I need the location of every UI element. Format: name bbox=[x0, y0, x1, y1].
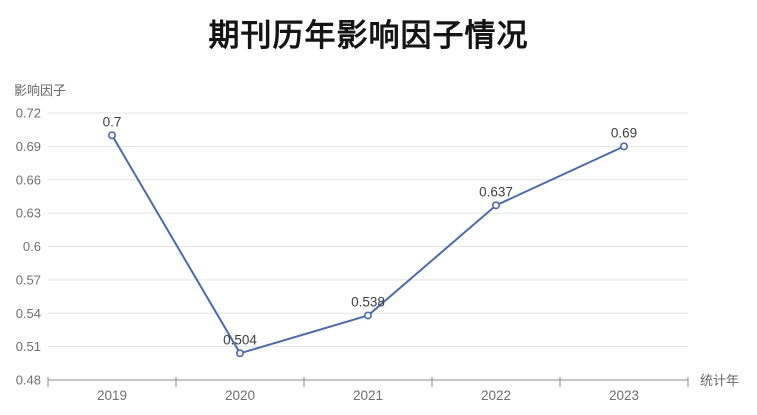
data-point-2022[interactable] bbox=[491, 201, 500, 210]
y-axis-name-label: 影响因子 bbox=[14, 83, 67, 98]
series-line bbox=[111, 134, 625, 355]
data-point-2021[interactable] bbox=[363, 311, 372, 320]
y-tick-label: 0.63 bbox=[16, 206, 41, 221]
x-tick-label: 2020 bbox=[225, 388, 255, 403]
data-label: 0.538 bbox=[351, 294, 385, 309]
data-label: 0.69 bbox=[611, 125, 637, 140]
y-tick-label: 0.48 bbox=[16, 373, 41, 388]
chart-title: 期刊历年影响因子情况 bbox=[208, 18, 529, 53]
y-tick-label: 0.69 bbox=[16, 139, 41, 154]
x-tick-label: 2022 bbox=[481, 388, 511, 403]
x-tick-label: 2019 bbox=[97, 388, 127, 403]
y-tick-label: 0.66 bbox=[16, 172, 41, 187]
y-tick-label: 0.54 bbox=[16, 306, 41, 321]
data-point-2019[interactable] bbox=[108, 131, 117, 140]
x-tick-label: 2023 bbox=[609, 388, 639, 403]
data-label: 0.7 bbox=[103, 114, 122, 129]
y-tick-label: 0.6 bbox=[23, 239, 41, 254]
x-axis-name-label: 统计年 bbox=[700, 373, 740, 388]
x-tick-label: 2021 bbox=[353, 388, 383, 403]
y-tick-label: 0.51 bbox=[16, 339, 41, 354]
y-tick-label: 0.72 bbox=[16, 106, 41, 121]
data-label: 0.504 bbox=[223, 332, 257, 347]
data-label: 0.637 bbox=[479, 184, 513, 199]
y-tick-label: 0.57 bbox=[16, 272, 41, 287]
data-point-2020[interactable] bbox=[236, 349, 245, 358]
data-point-2023[interactable] bbox=[619, 142, 628, 151]
